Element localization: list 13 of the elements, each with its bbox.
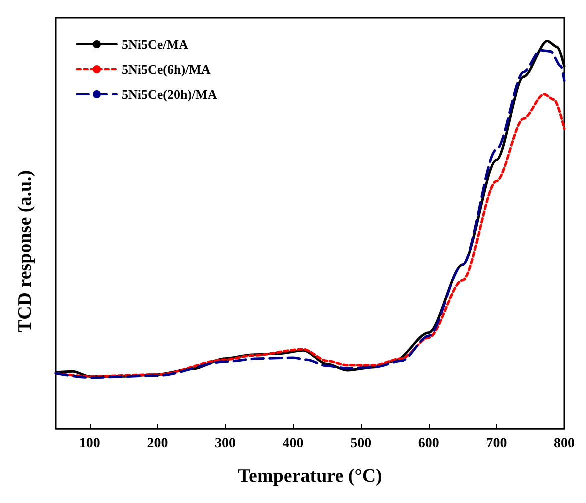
x-tick-label: 100 — [79, 436, 100, 452]
legend-label: 5Ni5Ce(6h)/MA — [122, 62, 212, 77]
x-tick-label: 800 — [554, 436, 575, 452]
x-tick-label: 600 — [418, 436, 440, 452]
x-tick-label: 700 — [486, 436, 508, 452]
x-tick-label: 300 — [215, 436, 236, 452]
y-axis-title: TCD response (a.u.) — [15, 170, 36, 333]
legend-label: 5Ni5Ce(20h)/MA — [122, 87, 218, 102]
x-tick-label: 500 — [350, 436, 372, 452]
x-tick-label: 400 — [282, 436, 304, 452]
legend-label: 5Ni5Ce/MA — [122, 37, 190, 52]
x-tick-label: 200 — [147, 436, 168, 452]
x-axis-title: Temperature (°C) — [238, 466, 382, 487]
